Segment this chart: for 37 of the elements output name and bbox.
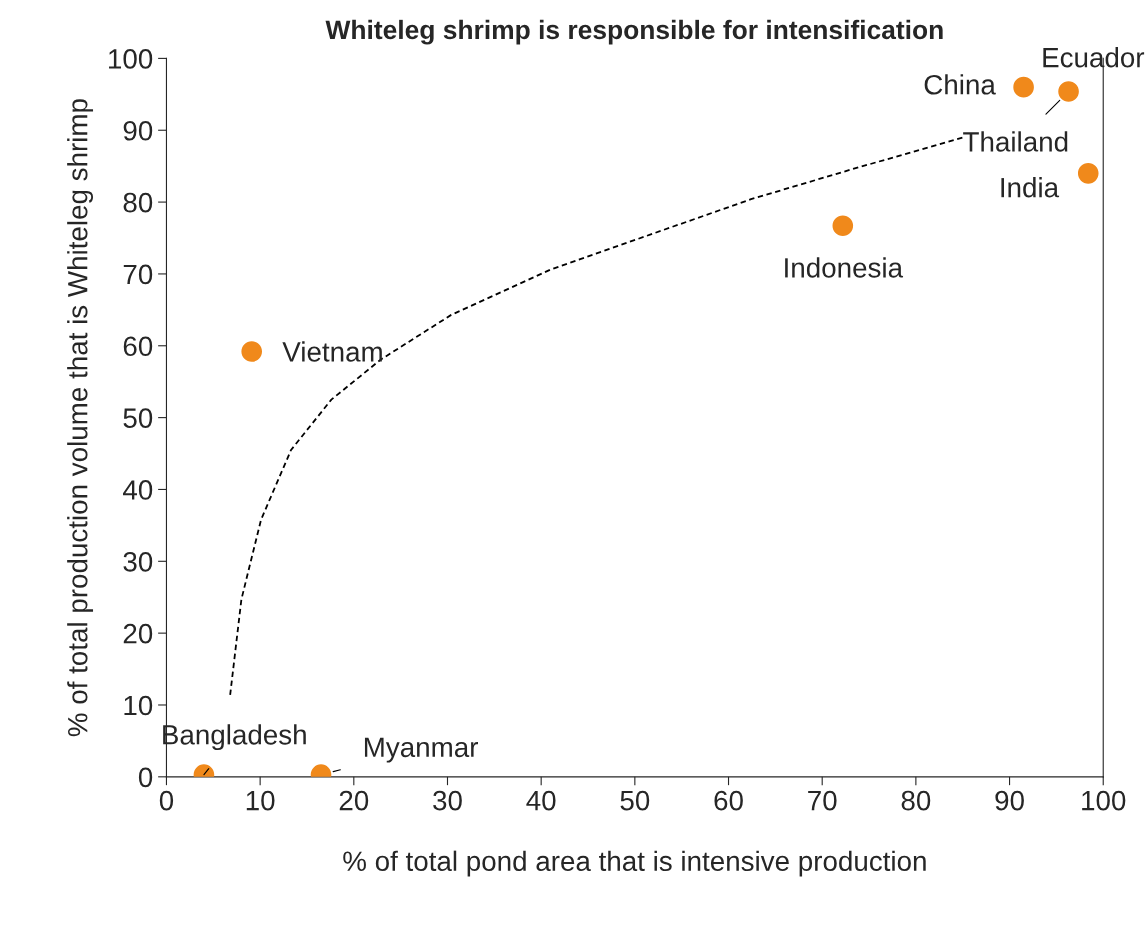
y-tick-label: 100 bbox=[109, 49, 153, 69]
y-tick-label: 0 bbox=[138, 767, 153, 788]
x-tick-label: 90 bbox=[995, 790, 1024, 811]
x-tick-label: 30 bbox=[433, 790, 462, 811]
y-tick-label: 80 bbox=[123, 192, 153, 213]
y-tick-label: 60 bbox=[123, 336, 153, 357]
x-tick-label: 50 bbox=[620, 790, 650, 811]
x-tick-label: 10 bbox=[246, 790, 275, 811]
y-tick-label: 90 bbox=[123, 120, 153, 141]
annotation: China bbox=[924, 74, 996, 95]
x-tick-label: 40 bbox=[526, 790, 556, 811]
x-tick-label: 100 bbox=[1082, 790, 1126, 811]
point bbox=[241, 341, 263, 362]
x-tick-label: 60 bbox=[714, 790, 743, 811]
annotation: Vietnam bbox=[282, 341, 382, 362]
x-tick-label: 80 bbox=[901, 790, 931, 811]
point bbox=[1077, 163, 1099, 184]
y-tick-label: 20 bbox=[123, 623, 153, 644]
y-tick-label: 70 bbox=[123, 264, 153, 285]
x-axis-title: % of total pond area that is intensive production bbox=[343, 850, 926, 877]
annotation: Thailand bbox=[963, 131, 1068, 152]
x-tick-label: 0 bbox=[159, 790, 174, 811]
y-tick-label: 40 bbox=[123, 480, 153, 500]
x-tick-label: 70 bbox=[808, 790, 837, 811]
annotation: Myanmar bbox=[364, 737, 478, 763]
point bbox=[1013, 76, 1034, 98]
annotation: Indonesia bbox=[785, 257, 904, 278]
annotation: Ecuador bbox=[1043, 47, 1145, 68]
y-tick-label: 50 bbox=[123, 408, 153, 428]
chart-title: Whiteleg shrimp is responsible for intensification bbox=[325, 19, 943, 45]
annotation: India bbox=[1001, 177, 1060, 198]
y-axis-title: % of total production volume that is Whiteleg shrimp bbox=[67, 99, 94, 737]
y-tick-label: 30 bbox=[123, 551, 153, 572]
y-tick-label: 10 bbox=[124, 695, 153, 716]
x-tick-label: 20 bbox=[339, 790, 369, 811]
point bbox=[832, 215, 854, 237]
point bbox=[1058, 81, 1079, 102]
